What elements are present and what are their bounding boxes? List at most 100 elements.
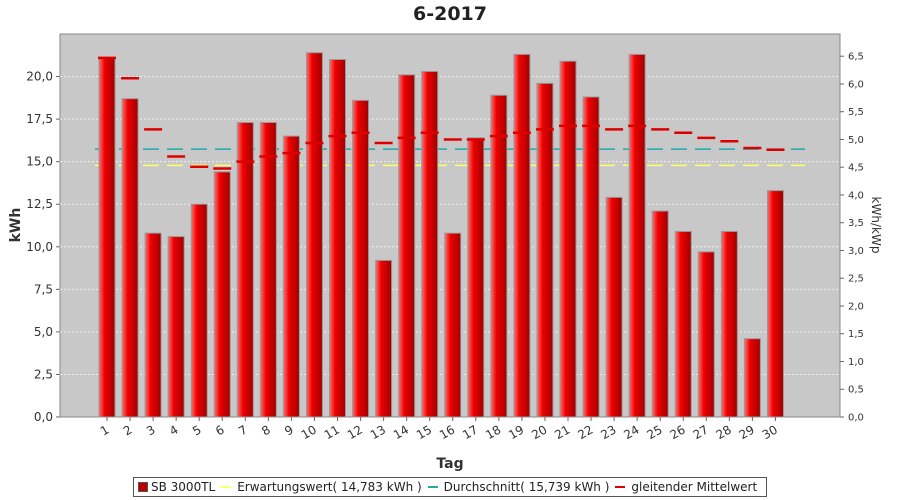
legend-swatch (615, 486, 626, 488)
x-tick-label: 30 (760, 422, 780, 442)
legend-item-sb3000tl: SB 3000TL (138, 480, 215, 494)
bar (697, 251, 715, 418)
x-tick-label: 18 (483, 422, 503, 442)
y-right-tick-label: 2,0 (848, 301, 864, 312)
bar (766, 190, 784, 418)
x-tick-label: 16 (437, 422, 457, 442)
y-right-tick-label: 5,5 (848, 107, 864, 118)
y-tick-label: 15,0 (26, 155, 53, 169)
bar (628, 53, 646, 418)
bar (421, 70, 439, 418)
y-tick-label: 12,5 (26, 197, 53, 211)
x-tick-label: 23 (598, 422, 618, 442)
y-right-tick-label: 5,0 (848, 135, 864, 146)
y-right-tick-label: 3,5 (848, 218, 864, 229)
x-tick-label: 22 (575, 422, 595, 442)
bar (490, 94, 508, 418)
y-right-tick-label: 6,5 (848, 52, 864, 63)
x-tick-label: 6 (213, 422, 227, 438)
y-right-tick-label: 2,5 (848, 274, 864, 285)
x-tick-label: 9 (282, 422, 296, 438)
x-tick-label: 15 (414, 422, 434, 442)
y-right-tick-label: 4,5 (848, 163, 864, 174)
x-tick-label: 7 (236, 422, 250, 438)
bar (559, 60, 577, 418)
x-tick-label: 25 (644, 422, 664, 442)
x-tick-label: 17 (460, 422, 480, 442)
x-tick-label: 24 (621, 422, 641, 442)
bar (582, 96, 600, 418)
bar (375, 259, 393, 418)
y-right-tick-label: 4,0 (848, 190, 864, 201)
x-tick-label: 5 (190, 422, 204, 438)
y-tick-label: 17,5 (26, 112, 53, 126)
bar (121, 98, 139, 418)
x-tick-label: 27 (691, 422, 711, 442)
bar (651, 210, 669, 418)
legend-label: gleitender Mittelwert (631, 480, 758, 494)
bar (213, 171, 231, 418)
x-tick-label: 8 (259, 422, 273, 438)
bar (536, 82, 554, 418)
x-tick-label: 11 (322, 422, 342, 442)
legend-label: SB 3000TL (151, 480, 216, 494)
bar (467, 137, 485, 418)
y-right-tick-label: 3,0 (848, 246, 864, 257)
y-tick-label: 20,0 (26, 70, 53, 84)
bar (305, 52, 323, 418)
y-tick-label: 5,0 (34, 325, 53, 339)
bar (98, 57, 116, 418)
legend-swatch (427, 486, 438, 488)
legend-label: Durchschnitt( 15,739 kWh ) (443, 480, 610, 494)
bar (329, 59, 346, 418)
x-tick-label: 29 (737, 422, 757, 442)
x-tick-label: 4 (167, 422, 181, 438)
x-tick-label: 19 (506, 422, 526, 442)
x-tick-label: 1 (98, 422, 112, 438)
y-right-tick-label: 1,5 (848, 329, 864, 340)
bar (352, 99, 370, 418)
chart-title: 6-2017 (413, 3, 487, 25)
x-tick-label: 26 (668, 422, 688, 442)
y-right-tick-label: 0,0 (848, 413, 864, 424)
legend-swatch (221, 486, 232, 488)
bar (236, 122, 254, 418)
x-tick-label: 20 (529, 422, 549, 442)
bar (190, 203, 208, 418)
bar (167, 236, 185, 418)
x-tick-label: 14 (391, 422, 411, 442)
y-axis-right-label: kWh/kWp (869, 197, 883, 254)
bar (513, 53, 531, 418)
y-right-tick-label: 1,0 (848, 357, 864, 368)
y-tick-label: 2,5 (34, 367, 53, 381)
bar (282, 135, 300, 418)
y-tick-label: 0,0 (34, 410, 53, 424)
x-tick-label: 28 (714, 422, 734, 442)
legend-swatch (138, 482, 148, 492)
x-tick-label: 21 (552, 422, 572, 442)
legend-label: Erwartungswert( 14,783 kWh ) (237, 480, 422, 494)
x-tick-label: 12 (345, 422, 365, 442)
bar (444, 232, 462, 418)
x-tick-label: 2 (121, 422, 135, 438)
x-tick-label: 13 (368, 422, 388, 442)
x-tick-label: 3 (144, 422, 158, 438)
y-tick-label: 7,5 (34, 282, 53, 296)
bar (720, 230, 738, 418)
legend-item-durchschnitt: Durchschnitt( 15,739 kWh ) (427, 480, 610, 494)
x-tick-label: 10 (299, 422, 319, 442)
legend-item-erwartungswert: Erwartungswert( 14,783 kWh ) (221, 480, 422, 494)
y-axis-label: kWh (8, 208, 24, 243)
bar (743, 338, 761, 418)
y-right-tick-label: 6,0 (848, 79, 864, 90)
bar (144, 232, 162, 418)
legend-item-gleitender-mittelwert: gleitender Mittelwert (615, 480, 757, 494)
y-tick-label: 10,0 (26, 240, 53, 254)
bar (674, 230, 692, 418)
x-axis-label: Tag (436, 456, 463, 472)
bar (259, 122, 277, 418)
legend: SB 3000TL Erwartungswert( 14,783 kWh ) D… (133, 477, 767, 497)
bar (398, 74, 416, 418)
y-right-tick-label: 0,5 (848, 385, 864, 396)
